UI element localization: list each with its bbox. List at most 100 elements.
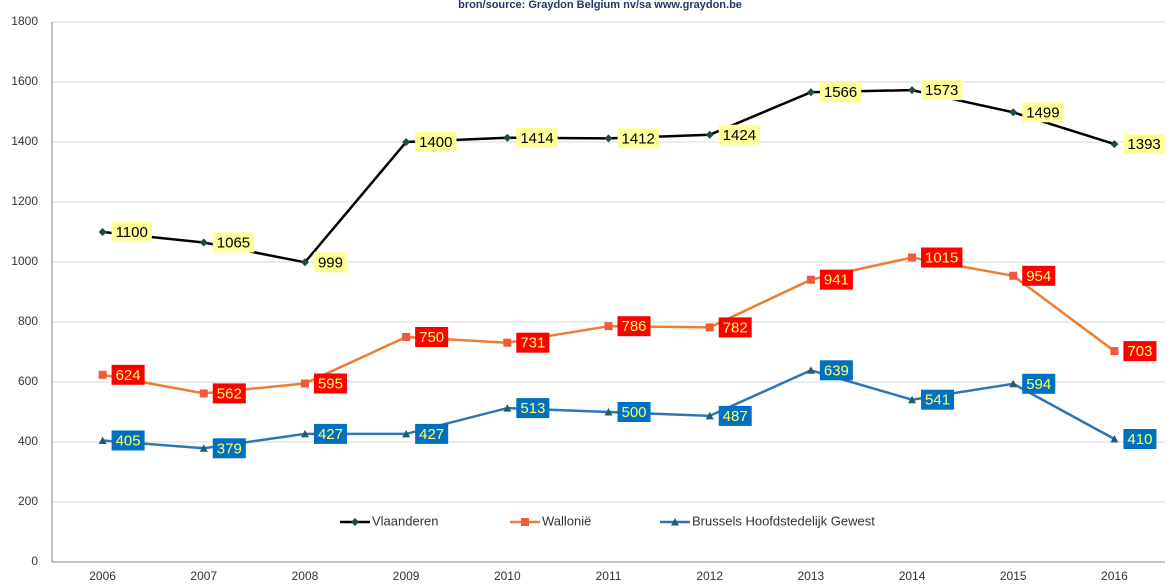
legend-marker	[351, 518, 359, 526]
x-tick-label: 2016	[1101, 569, 1128, 583]
marker	[503, 404, 512, 412]
data-label-box	[313, 252, 347, 273]
data-label-box	[212, 383, 246, 404]
marker	[300, 429, 309, 438]
data-label-box	[718, 317, 752, 338]
x-tick-label: 2013	[798, 569, 825, 583]
data-label: 562	[217, 385, 242, 402]
x-tick-label: 2015	[1000, 569, 1027, 583]
marker	[98, 228, 107, 236]
data-label: 1566	[824, 84, 857, 101]
data-label: 954	[1026, 268, 1051, 285]
data-label: 1400	[419, 134, 452, 151]
data-label-box	[111, 364, 145, 385]
data-label-box	[313, 373, 347, 394]
data-label-box	[516, 127, 558, 148]
marker	[1009, 108, 1018, 117]
data-label: 541	[925, 392, 950, 409]
legend-label: Brussels Hoofdstedelijk Gewest	[692, 513, 875, 528]
y-tick-label: 600	[18, 374, 38, 388]
data-label: 624	[116, 367, 141, 384]
x-tick-label: 2011	[596, 569, 622, 583]
y-tick-label: 1600	[11, 74, 38, 88]
marker	[908, 253, 917, 262]
data-label-box	[1022, 265, 1056, 286]
data-label-box	[111, 222, 152, 242]
y-tick-label: 400	[18, 434, 38, 448]
y-tick-label: 0	[31, 554, 38, 568]
data-label: 639	[824, 362, 849, 379]
marker	[402, 333, 411, 341]
y-tick-label: 1200	[11, 194, 38, 208]
data-label: 786	[622, 318, 647, 335]
y-tick-label: 1800	[11, 14, 38, 28]
data-label-box	[1123, 134, 1165, 155]
marker	[402, 429, 411, 438]
data-label-box	[921, 80, 963, 101]
marker	[199, 444, 208, 452]
marker	[199, 238, 208, 247]
marker	[199, 389, 208, 398]
y-tick-label: 1400	[11, 134, 38, 148]
data-label: 594	[1026, 376, 1051, 393]
data-label-box	[617, 128, 659, 149]
data-label-box	[617, 402, 651, 422]
chart-subtitle: bron/source: Graydon Belgium nv/sa www.g…	[458, 0, 742, 11]
marker	[1110, 435, 1119, 443]
marker	[503, 338, 512, 347]
data-label-box	[1123, 429, 1157, 449]
data-label-box	[313, 423, 347, 444]
x-tick-label: 2008	[292, 569, 319, 583]
data-label-box	[111, 430, 145, 451]
marker	[705, 411, 714, 420]
data-label: 427	[419, 426, 444, 443]
data-label: 379	[217, 440, 242, 457]
y-tick-label: 200	[18, 494, 38, 508]
data-label: 595	[318, 375, 343, 392]
legend-marker	[521, 518, 529, 526]
data-label: 1065	[217, 234, 250, 251]
data-label-box	[415, 423, 449, 444]
series-line	[102, 88, 1115, 264]
marker	[705, 323, 714, 332]
marker	[402, 138, 411, 146]
marker	[908, 395, 917, 404]
marker	[604, 134, 613, 143]
x-tick-label: 2007	[190, 569, 217, 583]
data-label-box	[212, 232, 255, 253]
data-label: 1393	[1127, 136, 1160, 153]
data-label: 487	[723, 408, 748, 425]
data-label: 782	[723, 319, 748, 336]
marker	[908, 86, 917, 95]
data-label: 500	[622, 404, 647, 421]
data-label: 1573	[925, 82, 958, 99]
data-label-box	[819, 82, 862, 103]
marker	[1110, 347, 1119, 356]
data-label-box	[516, 332, 550, 353]
data-label: 999	[318, 254, 343, 271]
data-label-box	[415, 327, 449, 347]
marker	[806, 275, 815, 284]
data-label-box	[819, 269, 853, 290]
legend-label: Vlaanderen	[372, 513, 439, 528]
data-label-box	[516, 398, 550, 419]
marker	[300, 258, 309, 267]
data-label-box	[617, 316, 651, 337]
x-tick-label: 2014	[899, 569, 926, 583]
data-label: 1414	[520, 130, 553, 147]
data-label: 1015	[925, 249, 958, 266]
data-label-box	[718, 405, 752, 426]
data-label-box	[921, 247, 963, 268]
x-tick-label: 2010	[494, 569, 521, 583]
x-tick-label: 2009	[393, 569, 420, 583]
data-label: 410	[1127, 431, 1152, 448]
data-label-box	[718, 124, 761, 145]
data-label-box	[819, 360, 853, 381]
marker	[806, 88, 815, 97]
marker	[300, 379, 309, 388]
data-label: 731	[520, 335, 545, 352]
data-label-box	[1022, 102, 1064, 123]
marker	[98, 370, 107, 379]
legend-marker	[671, 518, 679, 526]
y-tick-label: 1000	[11, 254, 38, 268]
